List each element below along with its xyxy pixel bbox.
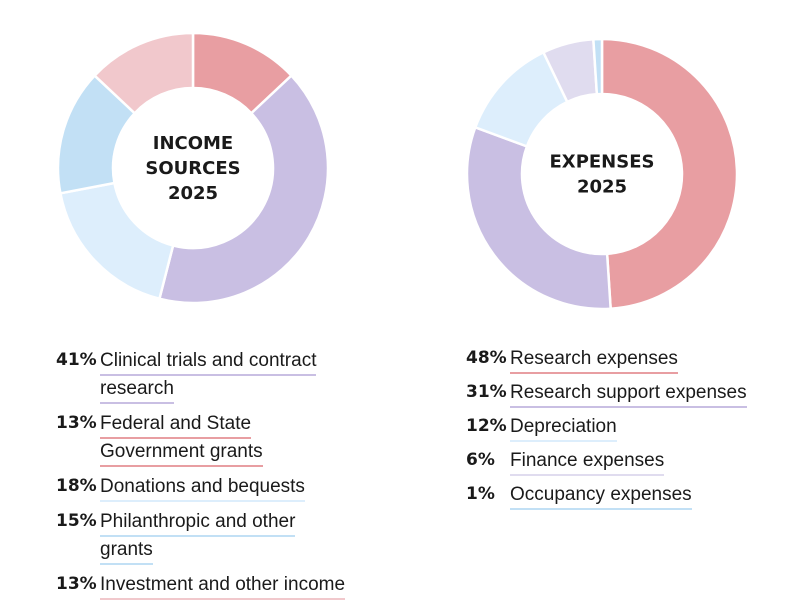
income-donut-chart: INCOME SOURCES 2025 xyxy=(56,31,330,305)
income-legend-percent: 13% xyxy=(56,574,97,594)
expense-center-title-line: EXPENSES xyxy=(550,152,655,173)
expense-legend-item: 6% Finance expenses xyxy=(466,448,796,476)
income-center-title-line: INCOME xyxy=(153,133,233,154)
expense-legend-item: 31% Research support expenses xyxy=(466,380,796,408)
expense-legend-label-line: Research support expenses xyxy=(510,380,747,408)
income-legend-label: Clinical trials and contract research xyxy=(100,348,317,404)
income-legend-item: 13% Federal and State Government grants xyxy=(56,411,386,467)
income-center-title-line: 2025 xyxy=(168,183,218,204)
income-legend-percent: 15% xyxy=(56,511,97,531)
expense-slice-4 xyxy=(592,37,604,96)
income-legend-item: 15% Philanthropic and other grants xyxy=(56,509,386,565)
income-legend-item: 41% Clinical trials and contract research xyxy=(56,348,386,404)
income-legend-label: Donations and bequests xyxy=(100,474,305,502)
expense-legend-label-line: Depreciation xyxy=(510,414,617,442)
expense-legend-label: Depreciation xyxy=(510,414,617,442)
income-slice-2 xyxy=(58,181,175,301)
expense-legend-label-line: Finance expenses xyxy=(510,448,665,476)
income-legend-label-line: Investment and other income xyxy=(100,572,346,600)
income-legend-item: 18% Donations and bequests xyxy=(56,474,386,502)
expense-legend-percent: 12% xyxy=(466,416,507,436)
expense-legend-label: Occupancy expenses xyxy=(510,482,692,510)
income-legend-label-line: grants xyxy=(100,537,153,565)
expense-slice-1 xyxy=(465,125,612,311)
income-legend-item: 13% Investment and other income xyxy=(56,572,386,600)
income-legend-percent: 18% xyxy=(56,476,97,496)
income-legend-percent: 41% xyxy=(56,350,97,370)
expense-legend-label: Research support expenses xyxy=(510,380,747,408)
expense-legend-item: 48% Research expenses xyxy=(466,346,796,374)
income-slice-1 xyxy=(157,73,330,305)
expense-legend-percent: 48% xyxy=(466,348,507,368)
income-legend-label: Federal and State Government grants xyxy=(100,411,263,467)
income-slice-4 xyxy=(92,31,195,116)
income-legend-label: Investment and other income xyxy=(100,572,346,600)
expense-center-title-line: 2025 xyxy=(577,177,627,198)
expense-legend-label: Research expenses xyxy=(510,346,678,374)
expense-legend-percent: 6% xyxy=(466,450,495,470)
income-center-title-line: SOURCES xyxy=(145,158,240,179)
expense-legend-item: 12% Depreciation xyxy=(466,414,796,442)
income-legend: 41% Clinical trials and contract research 1… xyxy=(56,348,386,607)
expense-legend-label-line: Occupancy expenses xyxy=(510,482,692,510)
expense-legend-label-line: Research expenses xyxy=(510,346,678,374)
expense-legend-percent: 31% xyxy=(466,382,507,402)
expense-donut-chart: EXPENSES 2025 xyxy=(465,37,739,311)
income-legend-percent: 13% xyxy=(56,413,97,433)
expense-legend-percent: 1% xyxy=(466,484,495,504)
expense-legend-item: 1% Occupancy expenses xyxy=(466,482,796,510)
income-legend-label-line: Clinical trials and contract xyxy=(100,348,317,376)
expense-slice-0 xyxy=(600,37,739,311)
income-legend-label: Philanthropic and other grants xyxy=(100,509,296,565)
expense-legend: 48% Research expenses 31% Research support … xyxy=(466,346,796,516)
income-legend-label-line: Government grants xyxy=(100,439,263,467)
expense-legend-label: Finance expenses xyxy=(510,448,665,476)
income-legend-label-line: Federal and State xyxy=(100,411,252,439)
income-legend-label-line: Donations and bequests xyxy=(100,474,305,502)
income-legend-label-line: research xyxy=(100,376,174,404)
income-legend-label-line: Philanthropic and other xyxy=(100,509,296,537)
